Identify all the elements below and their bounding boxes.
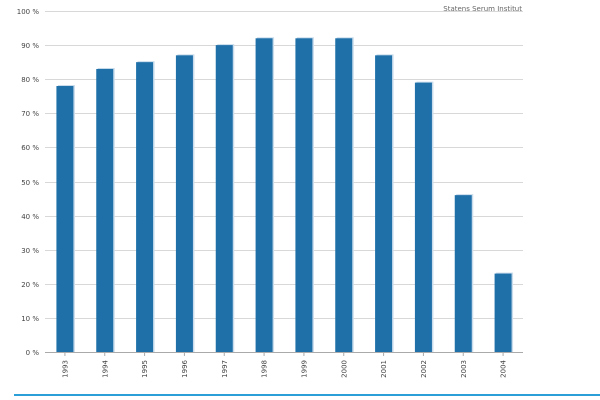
bar	[96, 68, 114, 352]
x-axis-tick-labels: 1993 1994 1995 1996 1997 1998 1999 2000 2001 2002…	[61, 352, 508, 378]
y-axis-tick-labels: 0 % 10 % 20 % 30 % 40 % 50 % 60 % 70 % 80 % 90 % 1…	[17, 8, 40, 357]
bar	[295, 38, 313, 352]
bar	[414, 82, 432, 353]
bar	[494, 273, 512, 352]
y-tick-label: 0 %	[26, 349, 40, 357]
y-tick-label: 60 %	[21, 144, 39, 152]
bottom-rule	[14, 394, 600, 396]
y-tick-label: 80 %	[21, 76, 39, 84]
bar	[375, 55, 393, 353]
gridlines	[45, 11, 523, 319]
y-tick-label: 30 %	[21, 247, 39, 255]
y-tick-label: 20 %	[21, 281, 39, 289]
x-tick-label: 1997	[221, 360, 229, 378]
bar	[454, 195, 472, 352]
x-tick-label: 2003	[460, 360, 468, 378]
y-tick-label: 40 %	[21, 213, 39, 221]
bars	[56, 37, 514, 353]
y-tick-label: 90 %	[21, 42, 39, 50]
x-tick-label: 1993	[61, 360, 69, 378]
x-tick-label: 2000	[340, 360, 348, 378]
y-tick-label: 100 %	[17, 8, 40, 16]
x-tick-label: 2002	[420, 360, 428, 378]
y-tick-label: 10 %	[21, 315, 39, 323]
bar	[215, 45, 233, 352]
bar	[136, 62, 154, 353]
bar	[175, 55, 193, 353]
x-tick-label: 1998	[261, 360, 269, 378]
y-tick-label: 70 %	[21, 110, 39, 118]
bar	[255, 38, 273, 352]
bar	[335, 38, 353, 352]
bar	[56, 86, 74, 353]
x-tick-label: 1996	[181, 359, 189, 377]
x-tick-label: 2004	[500, 359, 508, 377]
y-tick-label: 50 %	[21, 179, 39, 187]
x-tick-label: 2001	[380, 360, 388, 378]
source-credit: Statens Serum Institut	[443, 5, 522, 13]
x-tick-label: 1994	[101, 359, 109, 377]
x-tick-label: 1999	[300, 360, 308, 378]
x-tick-label: 1995	[141, 360, 149, 378]
